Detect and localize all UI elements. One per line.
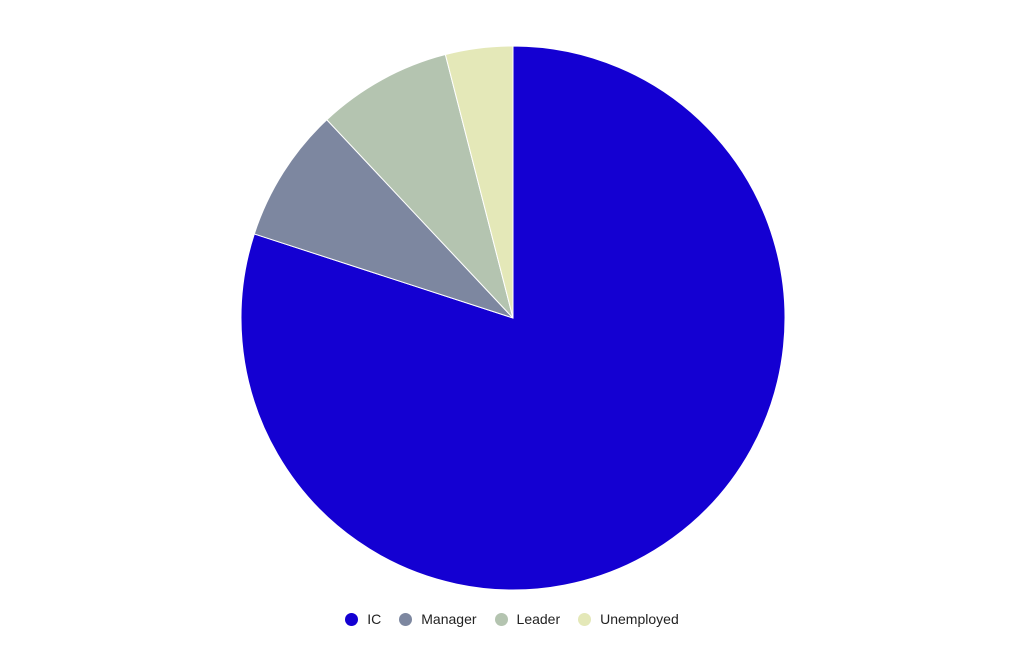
legend-swatch: [578, 612, 592, 626]
legend-item-manager: Manager: [399, 611, 477, 627]
legend-item-leader: Leader: [494, 611, 561, 627]
pie-slice-leader: [326, 53, 514, 319]
legend-label: Leader: [516, 611, 561, 627]
pie-slice-manager: [253, 119, 514, 319]
pie-slice-unemployed: [444, 45, 514, 319]
legend-swatch: [399, 612, 413, 626]
legend-swatch: [345, 612, 359, 626]
legend-swatch: [494, 612, 508, 626]
legend-item-ic: IC: [345, 611, 381, 627]
legend-label: Unemployed: [600, 611, 679, 627]
legend-label: Manager: [421, 611, 477, 627]
legend-label: IC: [367, 611, 382, 627]
legend-item-unemployed: Unemployed: [578, 611, 679, 627]
legend: IC Manager Leader Unemployed: [0, 611, 1024, 627]
